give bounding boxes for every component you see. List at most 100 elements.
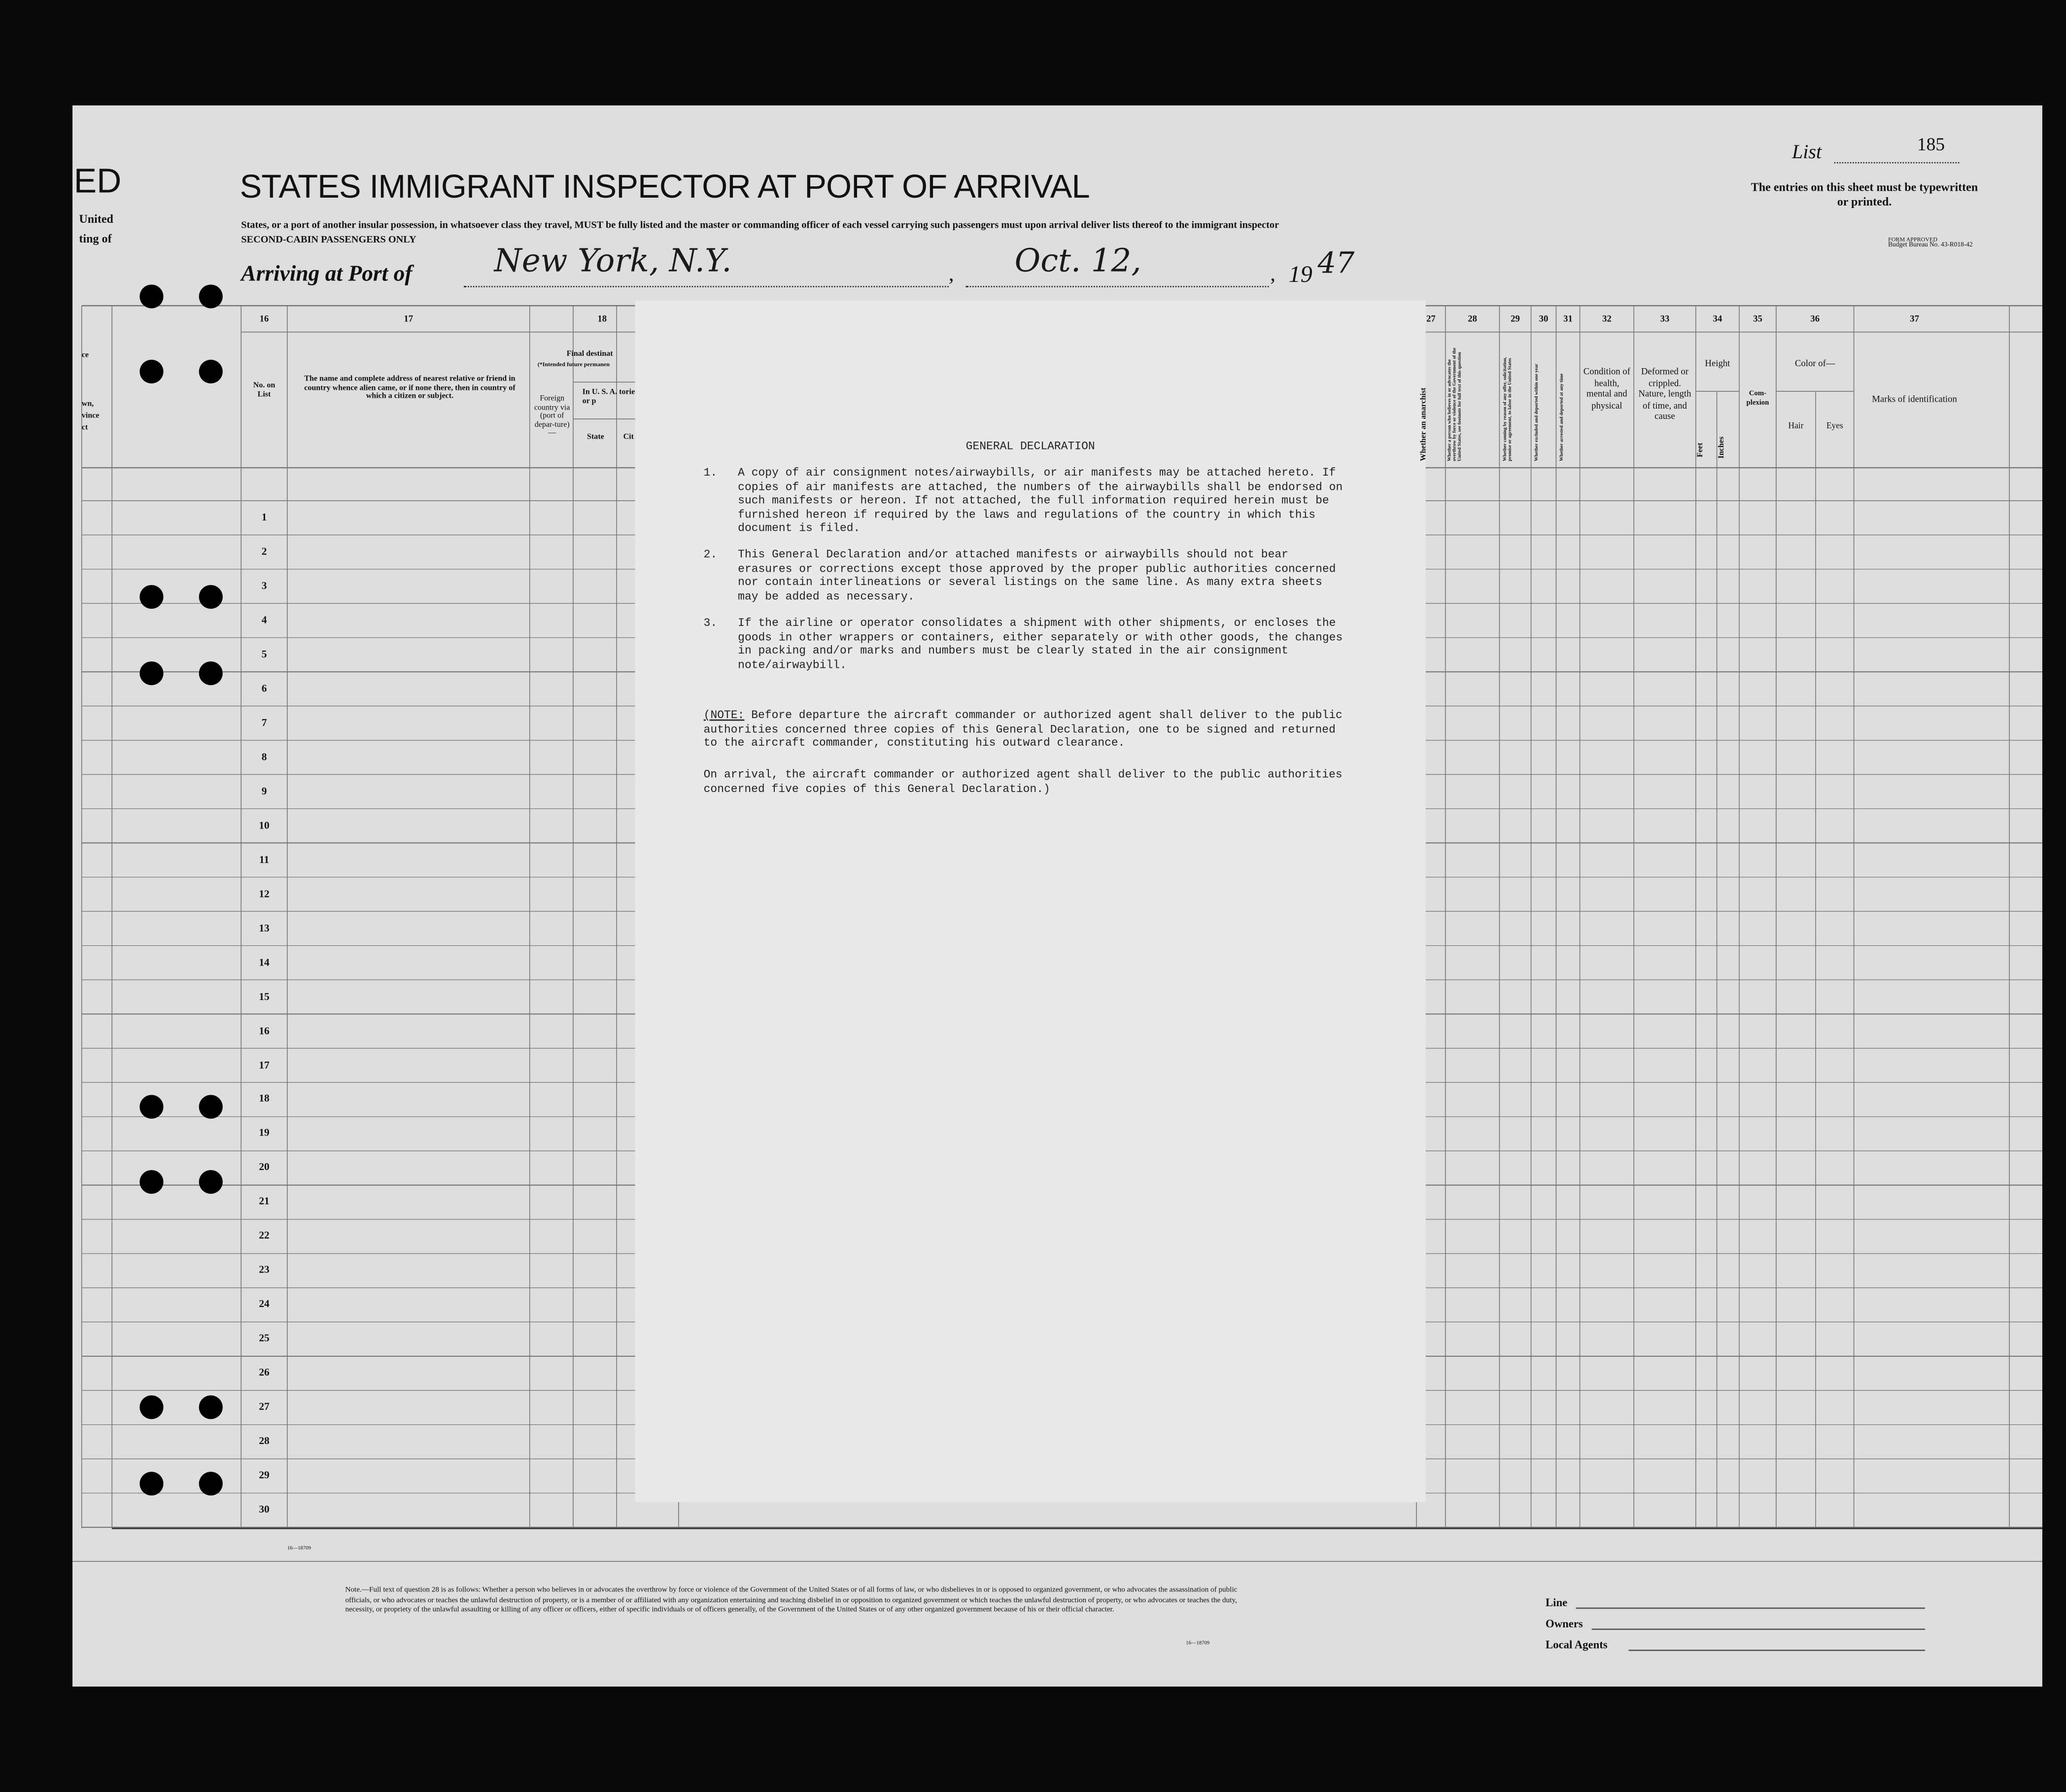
col-label: Whether arrested and deported at any tim…	[1558, 373, 1564, 461]
col-label: Whether excluded and deported within one…	[1533, 363, 1539, 461]
col-number: 34	[1713, 313, 1722, 324]
item-number: 1.	[703, 466, 718, 480]
col-number: 28	[1468, 313, 1477, 324]
row-number: 27	[259, 1401, 270, 1413]
punch-hole	[139, 661, 164, 686]
title-fragment: ED	[73, 161, 122, 201]
item-text: A copy of air consignment notes/airwaybi…	[738, 466, 1343, 536]
row-number: 4	[261, 614, 267, 626]
col-label: Com-plexion	[1746, 390, 1769, 407]
col-label: Whether a person who believes in or advo…	[1446, 347, 1462, 461]
col-label: Final destinat	[566, 350, 613, 359]
col-label: Whether an anarchist	[1420, 387, 1429, 461]
date: Oct. 12,	[1014, 242, 1141, 279]
rule	[965, 286, 1269, 287]
row-number: 20	[259, 1161, 270, 1173]
row-number: 8	[261, 751, 267, 763]
list-label: List	[1791, 142, 1822, 164]
row-number: 2	[261, 545, 267, 557]
col-sublabel: (*Intended future permanen	[537, 361, 610, 368]
row-number: 9	[261, 785, 267, 797]
subtitle: States, or a port of another insular pos…	[241, 218, 1279, 231]
title: STATES IMMIGRANT INSPECTOR AT PORT OF AR…	[240, 169, 1090, 206]
left-col-text: vince	[81, 412, 100, 420]
row-number: 6	[261, 682, 267, 694]
col-label: Hair	[1788, 421, 1804, 431]
row-number: 10	[259, 819, 270, 831]
line-label: Line	[1546, 1595, 1568, 1609]
year-written: 47	[1317, 247, 1355, 281]
entries-note: The entries on this sheet must be typewr…	[1751, 180, 1978, 208]
punch-hole	[199, 284, 223, 309]
row-number: 28	[259, 1435, 270, 1447]
budget-bureau: Budget Bureau No. 43-R018-42	[1888, 242, 1973, 249]
row-number: 23	[259, 1264, 270, 1276]
row-number: 1	[261, 511, 267, 523]
item-text: This General Declaration and/or attached…	[738, 548, 1336, 603]
col-number: 17	[404, 313, 413, 324]
rule	[464, 286, 949, 287]
col-label: Foreign country via (port of depar-ture)…	[534, 395, 570, 438]
punch-hole	[139, 359, 164, 383]
col-label: Feet	[1697, 443, 1705, 457]
col-label: Cit	[623, 433, 634, 442]
col-label: The name and complete address of nearest…	[304, 375, 516, 401]
row-number: 25	[259, 1332, 270, 1344]
punch-hole	[199, 1170, 223, 1194]
row-number: 29	[259, 1469, 270, 1482]
row-number: 11	[259, 853, 270, 865]
declaration-arrival: On arrival, the aircraft commander or au…	[703, 768, 1343, 795]
punch-hole	[139, 1395, 164, 1419]
form-number: 16—18709	[287, 1544, 311, 1551]
punch-hole	[199, 1395, 223, 1419]
year-printed: 19	[1288, 261, 1312, 287]
col-number: 33	[1660, 313, 1670, 324]
punch-hole	[139, 1170, 164, 1194]
left-fragment: ting of	[79, 232, 112, 245]
col-number: 30	[1539, 313, 1549, 324]
item-number: 2.	[703, 548, 718, 561]
col-label: State	[587, 433, 604, 442]
owners-label: Owners	[1546, 1617, 1583, 1630]
punch-hole	[139, 585, 164, 609]
col-number: 36	[1810, 313, 1820, 324]
comma: ,	[1270, 263, 1275, 286]
col-number: 16	[259, 313, 269, 324]
row-number: 30	[259, 1503, 270, 1516]
col-label: Deformed or crippled. Nature, length of …	[1638, 366, 1691, 422]
left-col-text: ct	[81, 424, 88, 432]
col-label: Whether coming by reason of any offer, s…	[1502, 357, 1513, 461]
rule	[1576, 1607, 1925, 1609]
col-number: 32	[1602, 313, 1612, 324]
cabin: SECOND-CABIN PASSENGERS ONLY	[241, 233, 416, 245]
punch-hole	[199, 585, 223, 609]
form-number: 16—18709	[1186, 1639, 1210, 1646]
row-number: 14	[259, 956, 270, 968]
punch-hole	[139, 284, 164, 309]
col-number: 31	[1563, 313, 1573, 324]
punch-hole	[199, 1472, 223, 1496]
row-number: 15	[259, 990, 270, 1002]
punch-hole	[199, 1095, 223, 1119]
note-label-text: NOTE:	[710, 709, 745, 723]
list-number: 185	[1917, 136, 1945, 156]
col-number: 37	[1910, 313, 1919, 324]
row-number: 16	[259, 1024, 270, 1036]
agents-label: Local Agents	[1546, 1638, 1608, 1651]
left-col-text: wn,	[81, 400, 94, 409]
col-number: 27	[1426, 313, 1436, 324]
port: New York, N.Y.	[494, 242, 732, 279]
row-number: 5	[261, 648, 267, 660]
row-number: 26	[259, 1367, 270, 1379]
punch-hole	[199, 359, 223, 383]
footnote: Note.—Full text of question 28 is as fol…	[345, 1586, 1238, 1615]
row-number: 3	[261, 580, 267, 592]
col-label: Marks of identification	[1872, 394, 1957, 405]
punch-hole	[199, 661, 223, 686]
form-approved: Form Approved	[1888, 236, 1938, 242]
row-number: 24	[259, 1298, 270, 1310]
rule	[1834, 162, 1960, 164]
punch-hole	[139, 1095, 164, 1119]
declaration-sheet: GENERAL DECLARATION 1. A copy of air cons…	[635, 300, 1426, 1502]
row-number: 7	[261, 716, 267, 728]
